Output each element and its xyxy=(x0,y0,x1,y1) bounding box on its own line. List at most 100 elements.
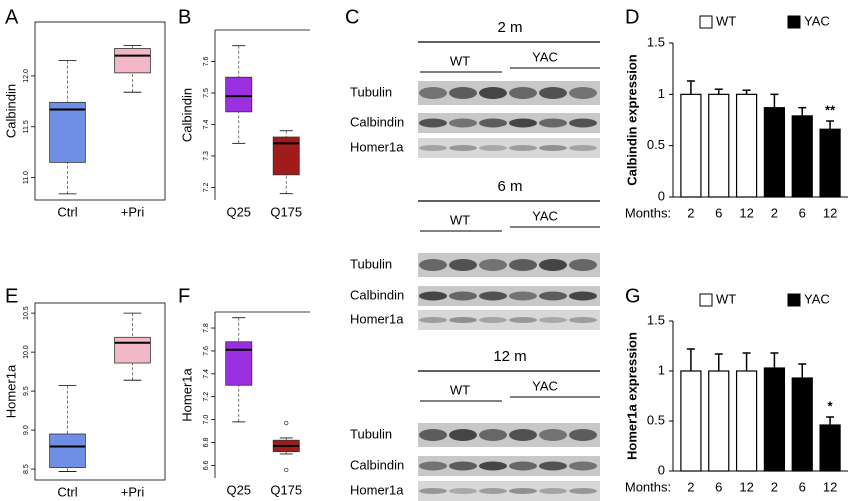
outlier xyxy=(284,467,289,473)
bar xyxy=(735,370,758,472)
blot-band xyxy=(509,145,537,151)
x-tick-label: 2 xyxy=(771,479,778,494)
x-tick-label: 2 xyxy=(687,205,694,220)
plot-frame xyxy=(34,21,166,201)
y-tick-label: 1 xyxy=(658,86,665,101)
row-label: Homer1a xyxy=(350,139,404,154)
bar xyxy=(735,93,758,198)
bar xyxy=(791,115,813,198)
blot-band xyxy=(539,87,567,99)
x-tick-label: 2 xyxy=(771,205,778,220)
y-tick-label: 1 xyxy=(658,362,665,377)
box xyxy=(49,101,86,163)
x-axis-label: Months: xyxy=(625,205,671,220)
y-tick-label: 0.5 xyxy=(647,137,665,152)
bar xyxy=(680,370,702,472)
blot-band xyxy=(449,461,477,471)
y-tick-label: 8.5 xyxy=(23,464,30,474)
legend-label: YAC xyxy=(804,291,830,306)
blot-band xyxy=(479,429,507,441)
box xyxy=(49,433,86,468)
y-tick-label: 9.5 xyxy=(23,386,30,396)
y-tick-label: 6.8 xyxy=(203,438,210,448)
blot-band xyxy=(449,317,477,323)
y-tick-label: 12.0 xyxy=(23,69,30,83)
row-label: Calbindin xyxy=(350,287,404,302)
group-label: YAC xyxy=(532,208,558,223)
blot-band xyxy=(419,317,447,323)
group-label: YAC xyxy=(532,49,558,64)
box xyxy=(114,336,151,364)
y-tick-label: 10.5 xyxy=(23,306,30,320)
legend-swatch xyxy=(787,15,801,29)
bar xyxy=(680,93,702,198)
blot-band xyxy=(419,461,447,471)
x-axis-label: Months: xyxy=(625,479,671,494)
x-tick-label: Q175 xyxy=(270,482,302,497)
blot-band xyxy=(419,118,447,128)
x-tick-label: 2 xyxy=(687,479,694,494)
box xyxy=(225,76,253,113)
y-tick-label: 7.5 xyxy=(203,88,210,98)
legend-label: YAC xyxy=(804,13,830,28)
x-tick-label: 12 xyxy=(823,479,837,494)
y-axis-label: Homer1a expression xyxy=(624,332,639,460)
x-tick-label: 12 xyxy=(823,205,837,220)
y-tick-label: 7.3 xyxy=(203,151,210,161)
x-tick-label: 12 xyxy=(739,479,753,494)
blot-band xyxy=(539,259,567,271)
panel-label: E xyxy=(5,285,18,307)
y-tick-label: 7.2 xyxy=(203,392,210,402)
row-label: Tubulin xyxy=(350,426,392,441)
legend-swatch xyxy=(699,15,713,29)
x-tick-label: Q25 xyxy=(226,482,251,497)
blot-band xyxy=(569,259,597,271)
legend-label: WT xyxy=(716,291,736,306)
blot-band xyxy=(539,317,567,323)
y-tick-label: 7.4 xyxy=(203,119,210,129)
bar xyxy=(763,367,786,472)
y-axis-label: Homer1a xyxy=(179,367,194,421)
blot-band xyxy=(419,145,447,151)
x-tick-label: Q25 xyxy=(226,204,251,219)
y-tick-label: 11.0 xyxy=(23,171,30,184)
row-label: Homer1a xyxy=(350,311,404,326)
bar xyxy=(819,424,841,472)
x-tick-label: 6 xyxy=(715,479,722,494)
blot-band xyxy=(569,429,597,441)
y-tick-label: 7.6 xyxy=(203,346,210,356)
blot-band xyxy=(479,461,507,471)
bar xyxy=(708,93,730,198)
x-tick-label: +Pri xyxy=(121,484,145,499)
y-tick-label: 7.8 xyxy=(203,323,210,333)
blot-band xyxy=(509,291,537,301)
y-tick-label: 0 xyxy=(658,188,665,203)
bar xyxy=(708,370,730,472)
blot-band xyxy=(479,291,507,301)
blot-band xyxy=(509,87,537,99)
panel-label: C xyxy=(345,6,359,28)
x-tick-label: +Pri xyxy=(121,204,145,219)
group-label: WT xyxy=(450,212,470,227)
row-label: Calbindin xyxy=(350,114,404,129)
blot-band xyxy=(539,118,567,128)
x-tick-label: Ctrl xyxy=(57,484,77,499)
legend-label: WT xyxy=(716,13,736,28)
y-tick-label: 6.6 xyxy=(203,460,210,470)
legend-swatch xyxy=(699,293,713,307)
blot-band xyxy=(569,317,597,323)
blot-band xyxy=(419,488,447,494)
y-tick-label: 7.4 xyxy=(203,369,210,379)
bar xyxy=(763,107,786,198)
panel-label: F xyxy=(178,285,190,307)
blot-band xyxy=(509,461,537,471)
panel-label: D xyxy=(625,6,639,28)
group-label: WT xyxy=(450,382,470,397)
bar xyxy=(791,377,813,472)
x-tick-label: Ctrl xyxy=(57,204,77,219)
blot-band xyxy=(509,317,537,323)
group-label: YAC xyxy=(532,378,558,393)
y-axis-label: Homer1a xyxy=(3,364,18,418)
y-axis-label: Calbindin expression xyxy=(624,54,639,186)
x-tick-label: 6 xyxy=(715,205,722,220)
